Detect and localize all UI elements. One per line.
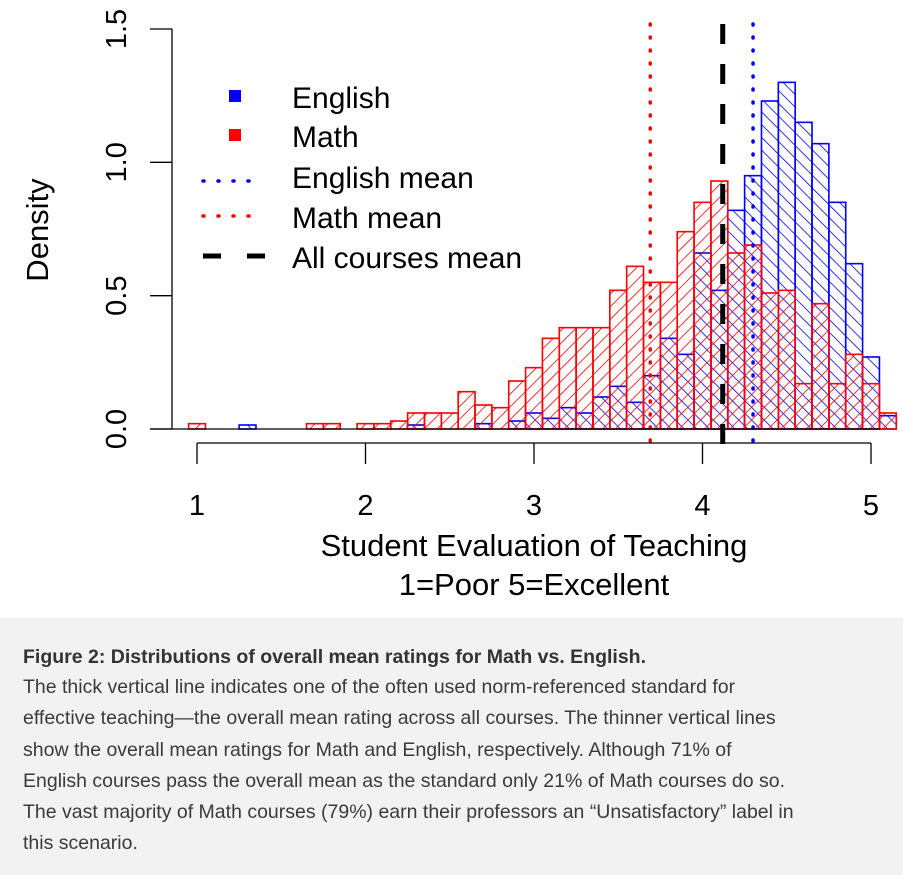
math-bar: [828, 382, 847, 430]
legend-label-english-mean: English mean: [292, 162, 474, 195]
math-bar: [373, 422, 392, 430]
caption-line: The vast majority of Math courses (79%) …: [23, 801, 794, 824]
x-tick-label: 2: [357, 490, 373, 522]
math-bar: [558, 326, 577, 430]
math-bar: [811, 302, 830, 430]
math-bar: [389, 420, 409, 430]
axes: 0.0 0.5 1.0 1.5 1 2 3 4 5: [101, 9, 880, 522]
math-bar: [642, 281, 662, 430]
math-bar: [659, 281, 679, 430]
caption-title: Figure 2: Distributions of overall mean …: [23, 646, 647, 668]
caption-line: show the overall mean ratings for Math a…: [23, 738, 732, 761]
math-bar: [625, 265, 645, 430]
legend-swatch-english: [229, 90, 241, 102]
math-bar: [491, 406, 510, 430]
caption-body: The thick vertical line indicates one of…: [23, 672, 885, 860]
legend-label-english: English: [292, 82, 390, 115]
y-tick-label: 0.0: [101, 409, 133, 449]
math-bar: [760, 292, 780, 430]
reference-lines: [648, 22, 755, 448]
math-bar: [507, 380, 527, 430]
math-bar: [844, 353, 864, 430]
math-bar: [878, 412, 898, 430]
x-tick-label: 5: [863, 490, 879, 522]
chart-area: 0.0 0.5 1.0 1.5 1 2 3 4 5 Density Student Evalua…: [20, 8, 898, 602]
x-tick-label: 4: [694, 490, 710, 522]
legend-label-math-mean: Math mean: [292, 202, 442, 235]
math-bar: [592, 326, 611, 430]
math-bar: [423, 412, 443, 430]
math-bar: [710, 180, 729, 430]
math-bar: [541, 337, 561, 430]
legend-label-all-courses-mean: All courses mean: [292, 242, 522, 275]
math-bar: [356, 422, 375, 430]
caption-line: English courses pass the overall mean as…: [23, 769, 786, 792]
caption-line: this scenario.: [23, 832, 138, 855]
math-bar: [861, 382, 881, 430]
math-bar: [575, 326, 594, 430]
math-bar: [609, 289, 628, 430]
legend-label-math: Math: [292, 121, 359, 154]
math-bar: [406, 412, 426, 430]
x-tick-label: 3: [526, 490, 542, 522]
x-tick-label: 1: [189, 490, 205, 522]
y-axis-label: Density: [20, 178, 55, 282]
legend-swatch-math: [229, 129, 241, 141]
figure-caption: Figure 2: Distributions of overall mean …: [0, 618, 903, 875]
math-bar: [676, 230, 695, 430]
math-bar: [440, 412, 459, 430]
math-bar: [305, 422, 325, 430]
y-tick-label: 1.0: [101, 142, 133, 182]
math-bar: [726, 252, 746, 430]
x-axis-label-line1: Student Evaluation of Teaching: [321, 528, 748, 563]
caption-line: The thick vertical line indicates one of…: [23, 676, 736, 698]
math-bar: [794, 382, 813, 430]
caption-line: effective teaching—the overall mean rati…: [23, 707, 776, 730]
math-bar: [474, 404, 493, 430]
x-axis-label-line2: 1=Poor 5=Excellent: [399, 567, 670, 602]
histogram-chart: 0.0 0.5 1.0 1.5 1 2 3 4 5 Density Student Evalua…: [20, 9, 898, 602]
y-tick-label: 1.5: [101, 9, 133, 49]
math-bar: [524, 366, 544, 430]
math-bar: [693, 201, 712, 430]
math-bar: [777, 289, 796, 430]
y-tick-label: 0.5: [101, 276, 133, 316]
legend: English Math English mean Math mean All …: [201, 82, 522, 275]
math-bar: [322, 422, 342, 430]
math-bar: [187, 422, 207, 430]
math-bar: [457, 390, 476, 430]
